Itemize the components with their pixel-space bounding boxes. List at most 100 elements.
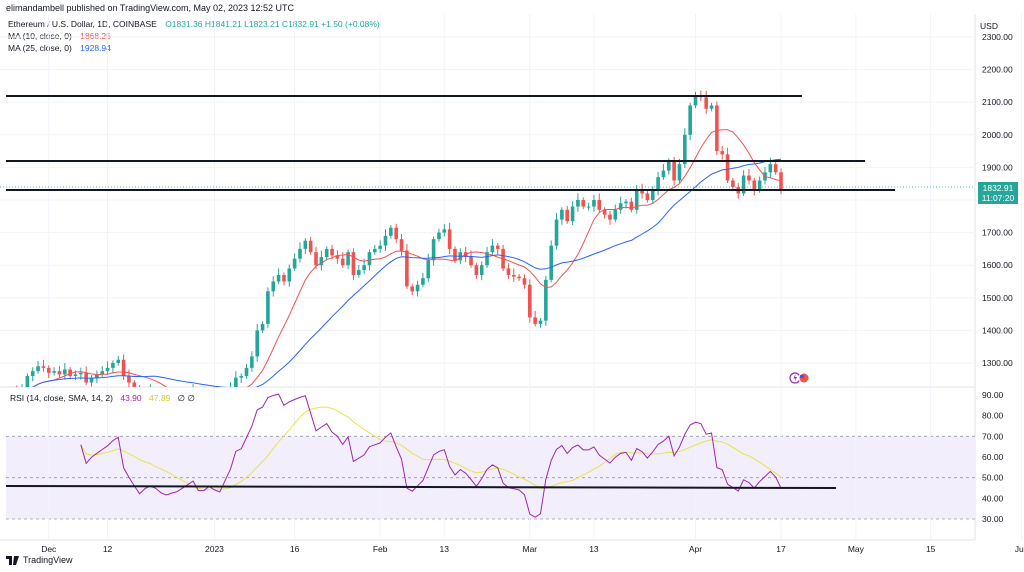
candle-body xyxy=(597,200,602,210)
candle-body xyxy=(282,274,286,282)
price-tick-label: 1400.00 xyxy=(982,325,1013,335)
candle-body xyxy=(335,255,340,259)
candle-body xyxy=(367,252,372,266)
candle-body xyxy=(127,376,131,383)
candle-body xyxy=(73,374,78,377)
footer-brand[interactable]: TradingView xyxy=(6,555,73,565)
candle-body xyxy=(709,105,714,109)
candle-body xyxy=(79,372,83,375)
symbol-title: Ethereum / U.S. Dollar, 1D, COINBASE xyxy=(8,19,157,29)
candle-body xyxy=(314,252,318,266)
candle-body xyxy=(308,240,313,253)
candle-body xyxy=(522,278,527,285)
price-tick-label: 1700.00 xyxy=(982,228,1013,238)
candle-body xyxy=(266,291,270,324)
rsi-tick-label: 30.00 xyxy=(982,514,1004,524)
candle-body xyxy=(383,235,388,246)
candle-body xyxy=(362,265,366,271)
candle-body xyxy=(89,377,94,383)
publisher-text: elimandambell published on TradingView.c… xyxy=(6,3,294,13)
candle-body xyxy=(351,252,356,275)
candle-body xyxy=(410,286,415,292)
candle-body xyxy=(244,367,249,377)
date-tick-label: 12 xyxy=(103,544,113,554)
candle-body xyxy=(773,164,778,173)
price-tick-label: 1300.00 xyxy=(982,358,1013,368)
candle-body xyxy=(41,366,46,368)
candle-body xyxy=(453,248,457,261)
rsi-support-line xyxy=(5,485,837,489)
candle-body xyxy=(683,134,687,165)
candle-body xyxy=(704,97,708,109)
rsi-value: 43.90 xyxy=(120,393,142,403)
candle-body xyxy=(437,232,441,240)
candle-body xyxy=(506,268,511,275)
candle-body xyxy=(511,274,516,277)
rsi-legend: RSI (14, close, SMA, 14, 2) 43.90 47.89 … xyxy=(10,393,195,404)
rsi-tick-label: 40.00 xyxy=(982,493,1004,503)
price-tick-label: 2000.00 xyxy=(982,130,1013,140)
date-tick-label: 15 xyxy=(926,544,936,554)
event-icons xyxy=(789,372,810,384)
ma25-line xyxy=(32,158,782,387)
rsi-extra: ∅ ∅ xyxy=(177,393,195,403)
candle-body xyxy=(447,229,452,249)
candle-body xyxy=(570,206,575,222)
candle-body xyxy=(720,151,725,155)
candle-body xyxy=(602,209,607,215)
candle-body xyxy=(442,229,447,233)
rsi-label: RSI (14, close, SMA, 14, 2) xyxy=(10,393,113,403)
candle-body xyxy=(25,376,30,387)
candle-body xyxy=(207,394,211,396)
candle-body xyxy=(36,366,40,372)
candle-body xyxy=(378,245,382,249)
candle-body xyxy=(677,164,682,181)
candle-body xyxy=(346,252,350,266)
ma25-value: 1928.94 xyxy=(80,43,111,53)
candle-body xyxy=(394,227,398,240)
candle-body xyxy=(661,170,666,178)
candle-body xyxy=(544,279,548,321)
ma10-label: MA (10, close, 0) xyxy=(8,31,72,41)
date-tick-label: 13 xyxy=(589,544,599,554)
ohlc-values: O1831.36 H1841.21 L1823.21 C1832.91 +1.5… xyxy=(165,19,380,29)
ma10-legend: MA (10, close, 0) 1868.25 xyxy=(8,31,111,41)
candle-body xyxy=(68,369,72,377)
date-tick-label: May xyxy=(848,544,865,554)
rsi-band xyxy=(6,436,975,519)
price-tick-label: 1500.00 xyxy=(982,293,1013,303)
tradingview-logo-icon xyxy=(6,555,19,565)
candle-body xyxy=(116,359,121,363)
candle-body xyxy=(255,330,260,357)
price-tick-label: 2100.00 xyxy=(982,97,1013,107)
rsi-line xyxy=(80,393,782,518)
candle-body xyxy=(84,372,88,383)
candle-body xyxy=(111,363,115,368)
rsi-sma-value: 47.89 xyxy=(149,393,171,403)
candle-body xyxy=(581,200,586,207)
candle-body xyxy=(624,201,628,204)
date-tick-label: Apr xyxy=(689,544,702,554)
date-tick-label: 17 xyxy=(776,544,786,554)
candle-body xyxy=(415,284,420,292)
candle-body xyxy=(474,265,479,275)
candle-body xyxy=(197,391,201,396)
candle-body xyxy=(356,270,361,275)
price-tick-label: 1600.00 xyxy=(982,260,1013,270)
candle-body xyxy=(565,209,570,222)
candle-body xyxy=(234,377,238,387)
candle-body xyxy=(517,276,521,279)
candle-body xyxy=(592,200,596,207)
candle-body xyxy=(538,320,543,324)
bar-countdown: 11:07:20 xyxy=(981,193,1015,203)
candle-body xyxy=(52,371,56,373)
date-tick-label: Dec xyxy=(41,544,57,554)
rsi-tick-label: 50.00 xyxy=(982,473,1004,483)
currency-label: USD xyxy=(980,21,998,31)
candle-body xyxy=(533,317,537,324)
candle-body xyxy=(576,200,580,207)
candle-body xyxy=(618,203,623,210)
price-tick-label: 2300.00 xyxy=(982,32,1013,42)
candle-body xyxy=(105,367,110,372)
